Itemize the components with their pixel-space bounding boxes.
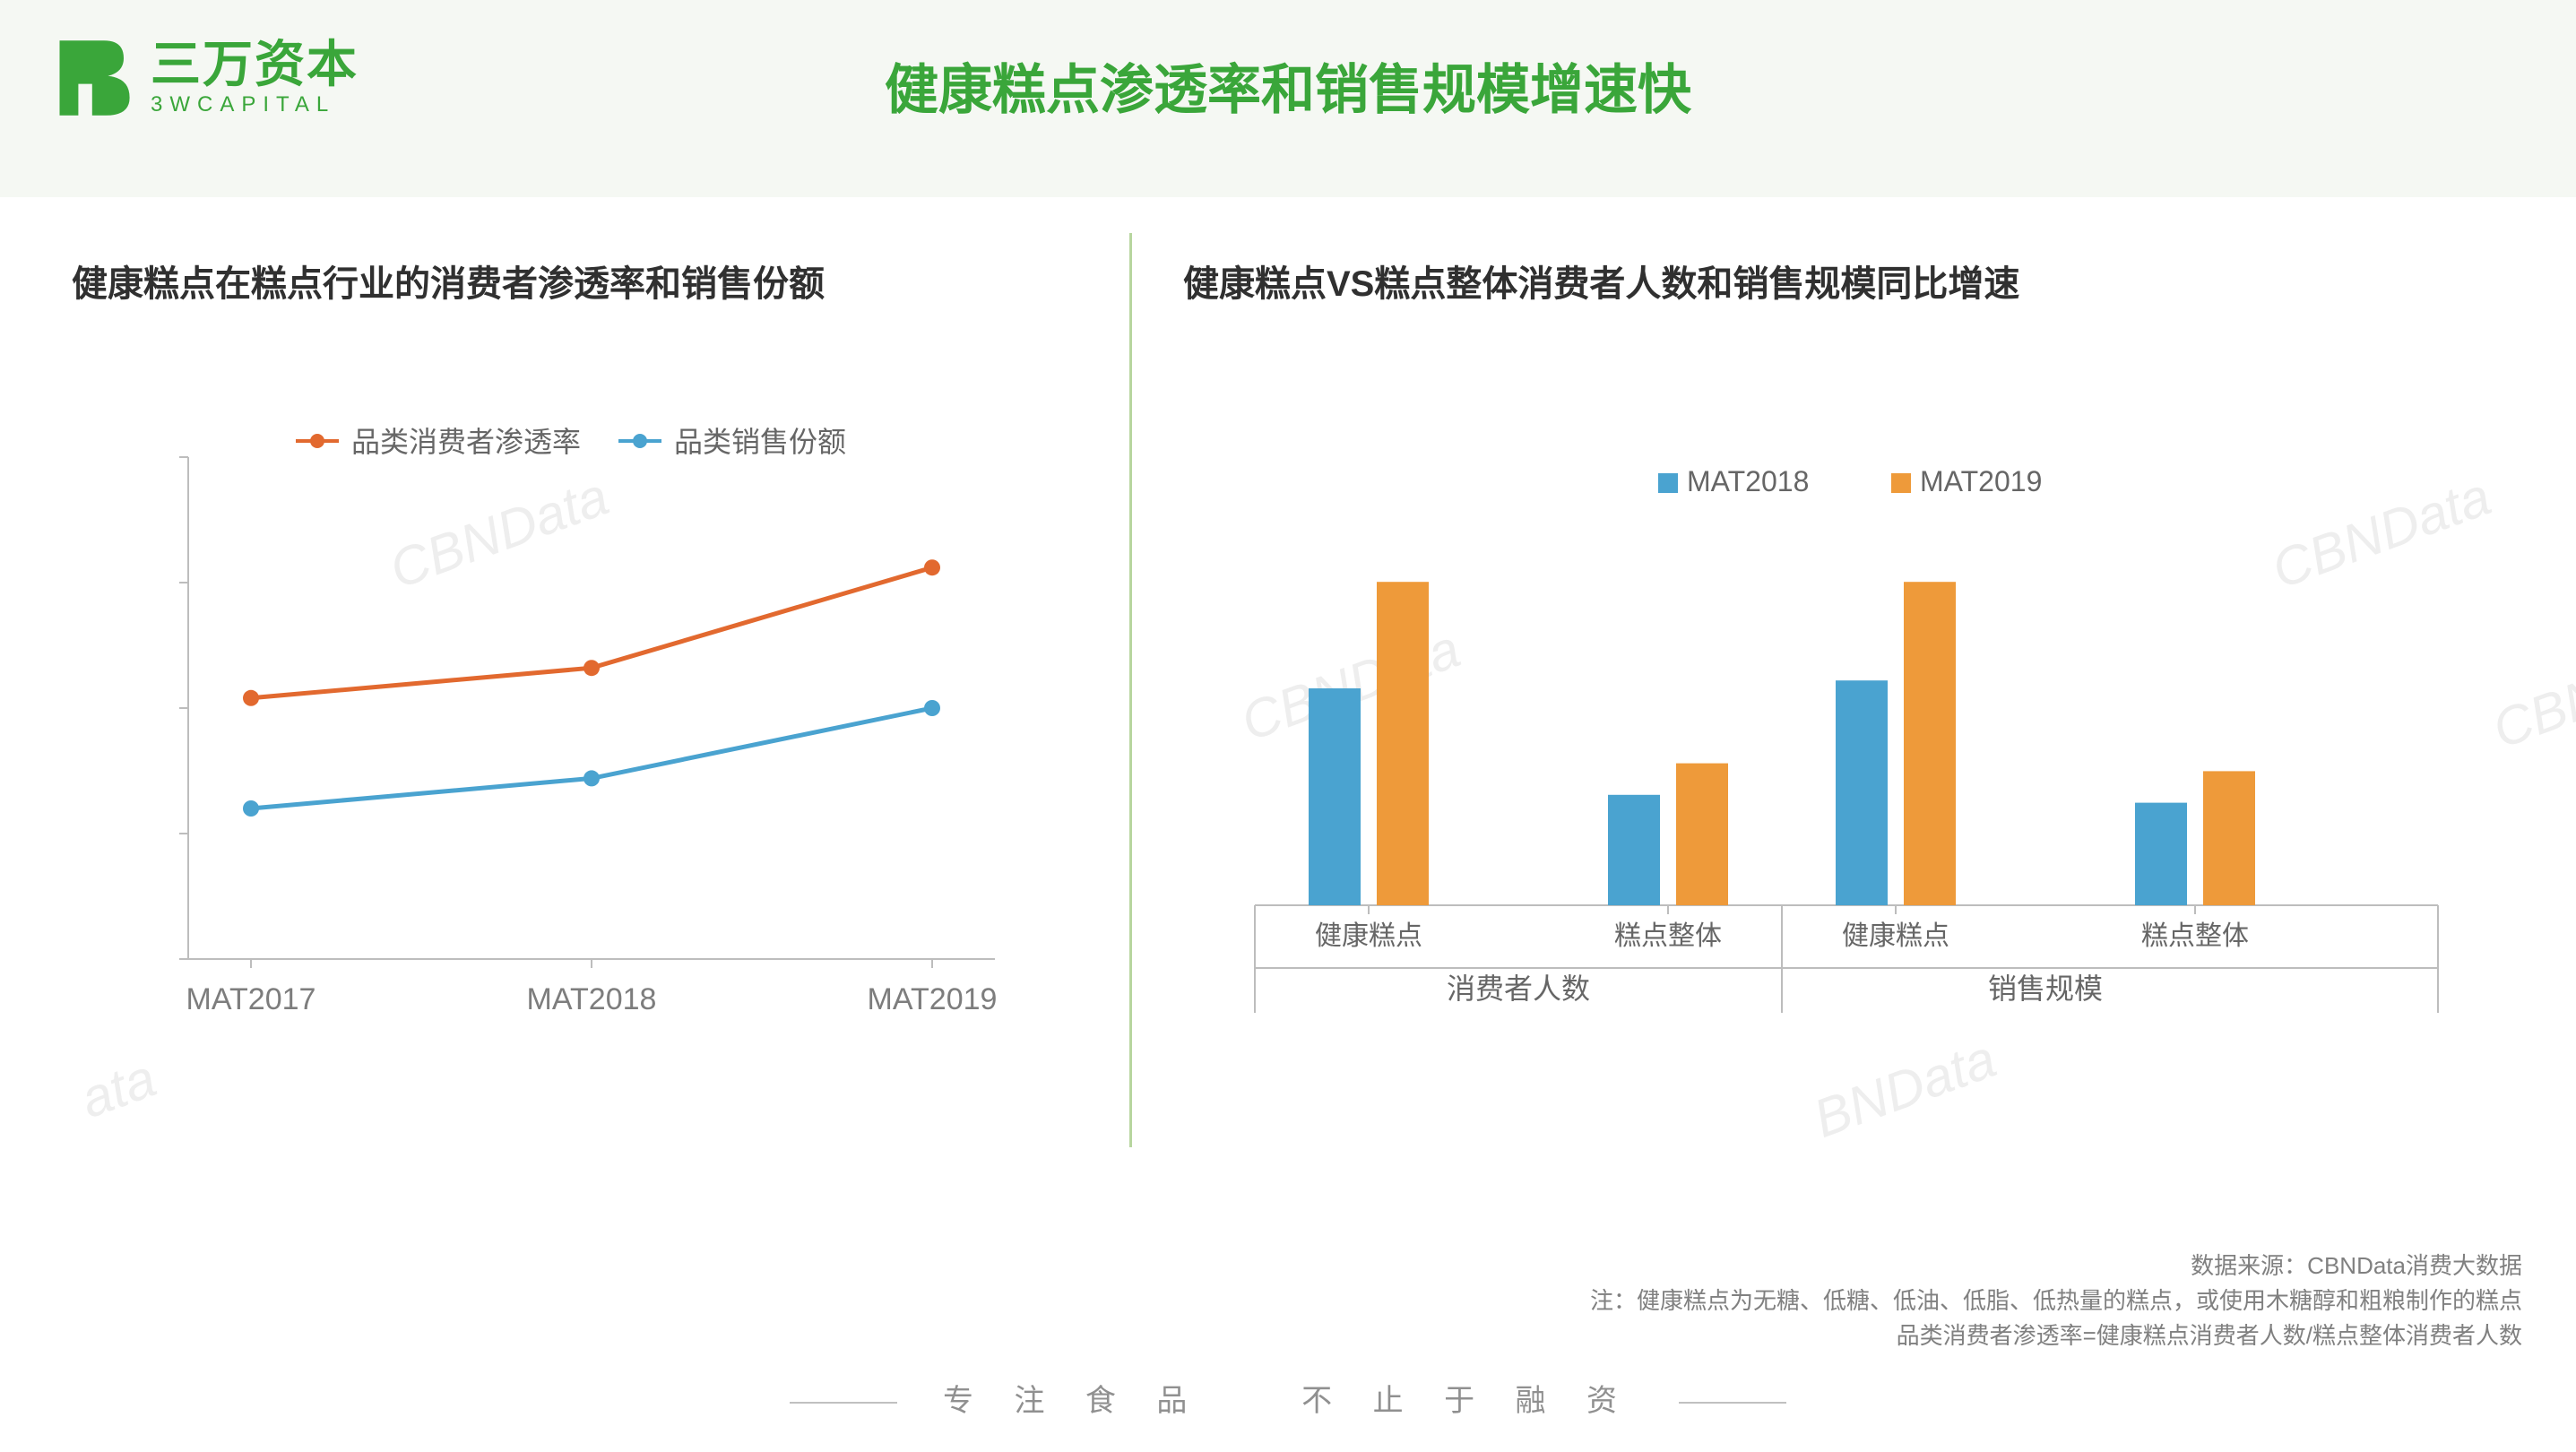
- footnote-line: 注：健康糕点为无糖、低糖、低油、低脂、低热量的糕点，或使用木糖醇和粗粮制作的糕点: [1590, 1283, 2522, 1318]
- svg-text:品类销售份额: 品类销售份额: [674, 426, 846, 458]
- footer-tagline: 专 注 食 品 不 止 于 融 资: [0, 1376, 2576, 1420]
- left-panel: 健康糕点在糕点行业的消费者渗透率和销售份额: [72, 260, 1094, 308]
- right-chart-title: 健康糕点VS糕点整体消费者人数和销售规模同比增速: [1183, 260, 2133, 308]
- page-title: 健康糕点渗透率和销售规模增速快: [0, 47, 2576, 125]
- svg-text:品类消费者渗透率: 品类消费者渗透率: [351, 426, 581, 458]
- svg-text:糕点整体: 糕点整体: [2141, 921, 2249, 951]
- svg-text:健康糕点: 健康糕点: [1315, 921, 1422, 951]
- bar-chart: MAT2018MAT2019健康糕点糕点整体消费者人数健康糕点糕点整体销售规模: [1192, 457, 2483, 1085]
- footnote-line: 品类消费者渗透率=健康糕点消费者人数/糕点整体消费者人数: [1590, 1318, 2522, 1353]
- svg-text:MAT2019: MAT2019: [1920, 465, 2042, 497]
- left-chart-title: 健康糕点在糕点行业的消费者渗透率和销售份额: [72, 260, 1094, 308]
- right-panel: 健康糕点VS糕点整体消费者人数和销售规模同比增速: [1183, 260, 2492, 308]
- content-area: 健康糕点在糕点行业的消费者渗透率和销售份额 MAT2017MAT2018MAT2…: [0, 233, 2576, 1264]
- svg-text:糕点整体: 糕点整体: [1614, 921, 1722, 951]
- svg-text:MAT2018: MAT2018: [527, 982, 657, 1016]
- line-chart: MAT2017 MAT2018 MAT2019 品类消费者渗透率 品类销售份额: [81, 421, 1049, 1067]
- svg-text:MAT2017: MAT2017: [186, 982, 316, 1016]
- svg-text:MAT2019: MAT2019: [868, 982, 998, 1016]
- svg-text:销售规模: 销售规模: [1988, 972, 2103, 1005]
- footnotes: 数据来源：CBNData消费大数据 注：健康糕点为无糖、低糖、低油、低脂、低热量…: [1590, 1249, 2522, 1353]
- footnote-line: 数据来源：CBNData消费大数据: [1590, 1249, 2522, 1283]
- footer-text-b: 不 止 于 融 资: [1301, 1384, 1633, 1418]
- svg-text:消费者人数: 消费者人数: [1447, 972, 1590, 1005]
- panel-divider: [1129, 233, 1132, 1147]
- svg-text:健康糕点: 健康糕点: [1842, 921, 1949, 951]
- footer-text-a: 专 注 食 品: [943, 1384, 1203, 1418]
- svg-text:MAT2018: MAT2018: [1687, 465, 1809, 497]
